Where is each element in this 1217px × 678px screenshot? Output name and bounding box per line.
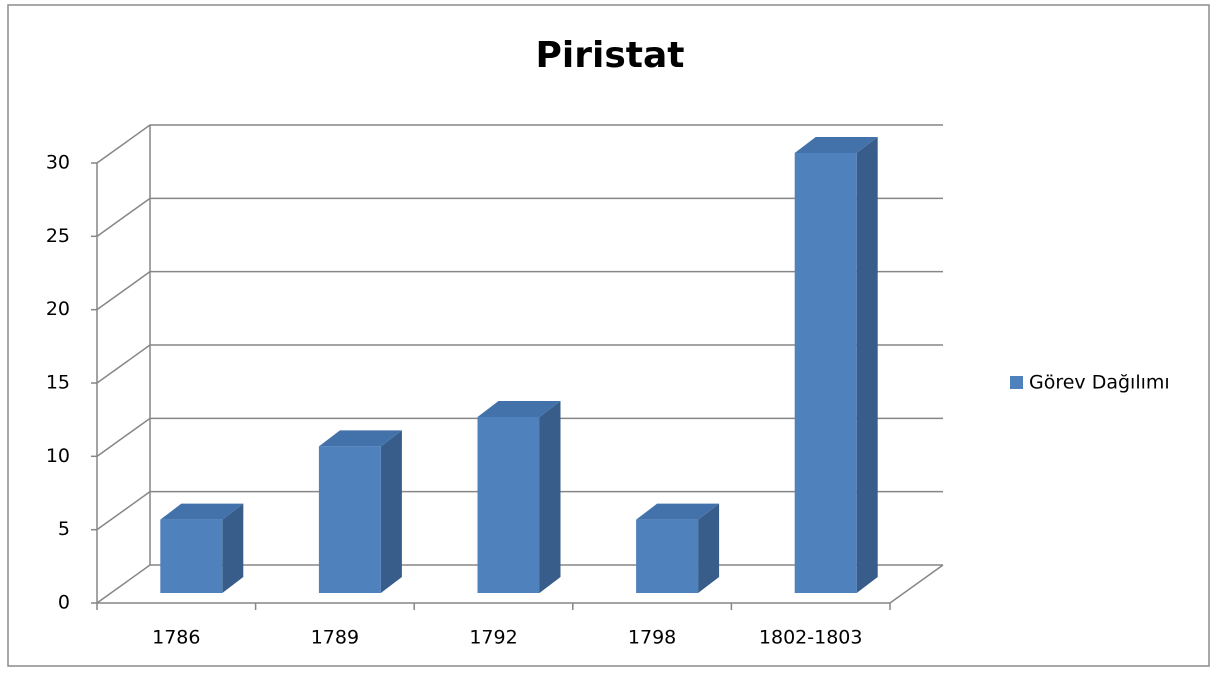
grid-line [96, 344, 943, 384]
bar-top [160, 503, 244, 520]
bar-side [539, 401, 561, 593]
bar-front [160, 519, 223, 593]
y-tick-label: 30 [46, 152, 70, 174]
chart-title: Piristat [536, 35, 685, 76]
y-tick-label: 10 [46, 445, 70, 467]
x-tick-label: 1786 [152, 627, 200, 649]
bar-top [318, 430, 402, 447]
grid-line [96, 270, 943, 311]
bar-front [636, 519, 699, 593]
bar [160, 503, 244, 593]
bar [318, 430, 402, 593]
bar-front [477, 417, 540, 593]
bar-top [477, 401, 561, 417]
bar-side [380, 430, 402, 593]
y-tick-label: 20 [46, 298, 70, 320]
y-tick-label: 0 [58, 592, 70, 614]
grid-line [96, 490, 943, 531]
bar-side [856, 137, 878, 593]
bar-top [636, 503, 720, 520]
grid-line [96, 197, 943, 237]
bar-front [794, 153, 857, 593]
legend-label: Görev Dağılımı [1029, 372, 1170, 394]
bar-front [318, 446, 381, 593]
bar-side [222, 503, 244, 593]
grid-line [96, 124, 943, 164]
bar-top [794, 137, 878, 153]
x-tick-label: 1792 [469, 627, 517, 649]
x-tick-label: 1789 [311, 627, 359, 649]
bar [794, 137, 878, 593]
y-tick-label: 15 [46, 372, 70, 394]
legend-swatch [1010, 376, 1023, 389]
y-tick-label: 5 [58, 518, 70, 540]
bar-side [698, 503, 720, 593]
y-tick-label: 25 [46, 225, 70, 247]
x-tick-label: 1798 [628, 627, 676, 649]
x-tick-label: 1802-1803 [759, 627, 863, 649]
bar [477, 401, 561, 593]
bar [636, 503, 720, 593]
grid-line [96, 417, 943, 457]
